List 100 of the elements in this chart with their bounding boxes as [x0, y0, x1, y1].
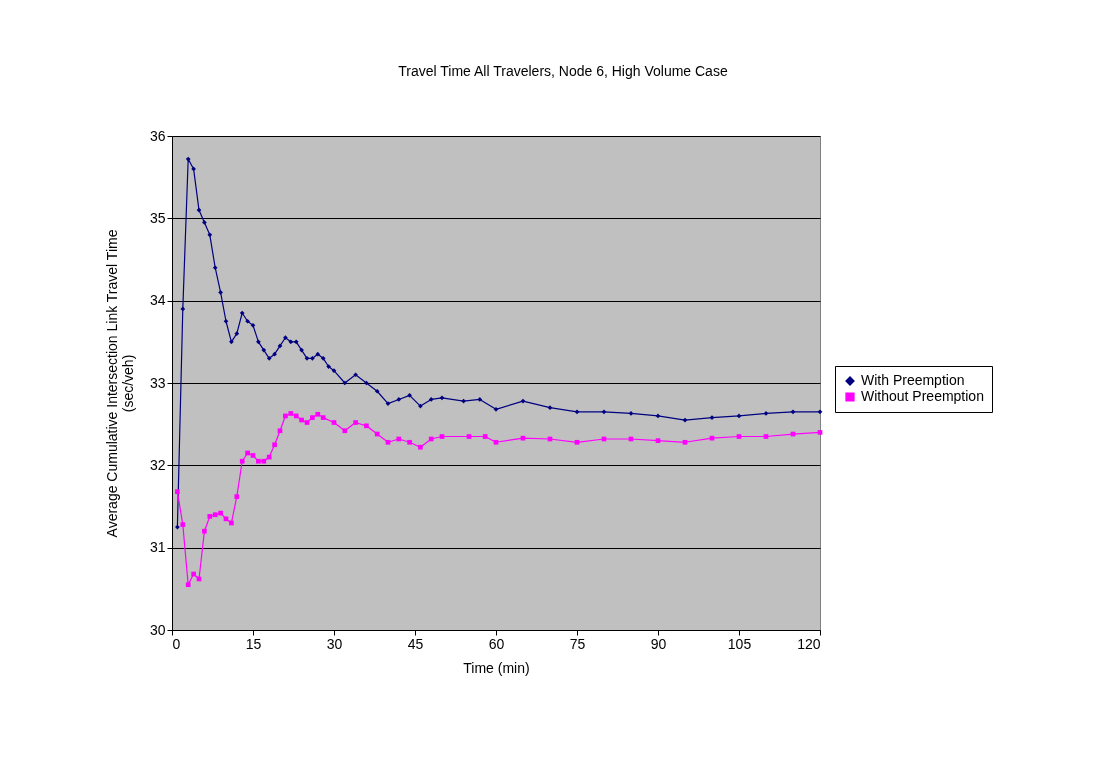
point [283, 413, 288, 419]
point [229, 339, 234, 345]
point [326, 364, 331, 369]
point [574, 409, 580, 415]
point [256, 458, 261, 464]
point [461, 398, 466, 404]
point [180, 522, 186, 527]
point [353, 420, 358, 425]
point [493, 407, 499, 412]
point [212, 512, 218, 518]
point [239, 458, 245, 464]
y-tick-label: 33 [149, 374, 166, 391]
point [331, 420, 337, 425]
x-tick-label: 120 [797, 635, 821, 652]
point [428, 436, 434, 442]
point [202, 528, 207, 534]
y-tick-label: 32 [149, 456, 166, 473]
point [256, 339, 261, 345]
point [212, 265, 218, 271]
point [385, 439, 391, 445]
point [374, 431, 380, 437]
point [736, 413, 742, 419]
point [396, 436, 402, 442]
point [191, 571, 196, 577]
point [342, 380, 348, 386]
point [482, 434, 488, 439]
point [266, 454, 272, 460]
point [304, 420, 310, 425]
point [520, 435, 526, 441]
point [320, 415, 326, 420]
point [218, 510, 223, 516]
y-tick-label: 35 [149, 209, 166, 226]
point [293, 339, 299, 345]
point [320, 355, 326, 361]
point [185, 582, 191, 588]
point [439, 434, 445, 439]
point [601, 409, 607, 415]
y-axis-title: Average Cumulative Intersection Link Travel Time (sec/veh) [103, 229, 136, 538]
point [207, 514, 213, 519]
point [299, 417, 304, 423]
point [353, 372, 358, 378]
point [299, 347, 304, 353]
point [288, 339, 294, 345]
y-tick-label: 36 [149, 127, 166, 144]
point [310, 415, 315, 420]
point [175, 489, 180, 495]
point [315, 351, 321, 357]
point [396, 397, 402, 402]
point [709, 435, 715, 441]
point [520, 398, 526, 404]
point [196, 207, 202, 213]
point [374, 388, 380, 394]
chart-title: Travel Time All Travelers, Node 6, High Volume Case [398, 63, 728, 79]
point [817, 409, 823, 415]
point [477, 397, 483, 402]
point [234, 494, 240, 499]
point [229, 520, 234, 526]
legend-label: Without Preemption [861, 388, 984, 404]
point [266, 355, 272, 361]
x-tick-label: 75 [569, 635, 586, 652]
point [439, 395, 445, 401]
point [180, 306, 186, 312]
point [364, 423, 369, 429]
x-tick-label: 15 [245, 635, 262, 652]
y-tick-label: 34 [149, 292, 166, 309]
x-tick-label: 90 [650, 635, 667, 652]
point [407, 439, 412, 445]
point [234, 331, 240, 336]
point [202, 220, 207, 225]
point [283, 335, 288, 341]
x-tick-label: 45 [407, 635, 424, 652]
point [207, 232, 213, 238]
point [682, 417, 688, 423]
point [790, 409, 796, 415]
point [277, 343, 283, 349]
point [407, 393, 412, 398]
point [261, 347, 267, 353]
point [763, 434, 769, 439]
point [428, 397, 434, 402]
point [250, 453, 256, 458]
legend-label: With Preemption [861, 372, 965, 388]
point [574, 439, 580, 445]
point [277, 428, 283, 434]
point [418, 444, 423, 450]
point [310, 355, 315, 361]
point [245, 318, 250, 324]
x-tick-label: 30 [326, 635, 343, 652]
x-tick-label: 105 [727, 635, 752, 652]
y-tick-label: 30 [149, 621, 166, 638]
point [185, 156, 191, 162]
point [272, 351, 277, 357]
y-tick-label: 31 [149, 539, 166, 556]
point [655, 438, 661, 443]
point [466, 434, 472, 439]
point [655, 413, 661, 419]
point [293, 413, 299, 419]
point [175, 524, 180, 530]
point [817, 430, 823, 435]
x-axis-title: Time (min) [463, 659, 530, 676]
point [682, 439, 688, 445]
